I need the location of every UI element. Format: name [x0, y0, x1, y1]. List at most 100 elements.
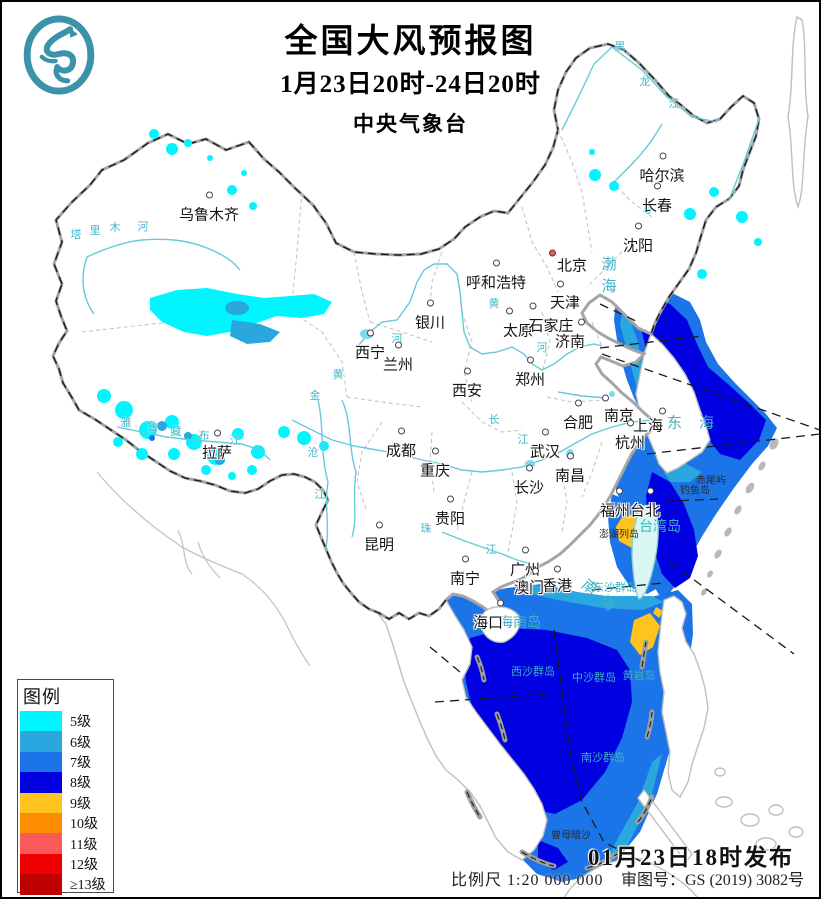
city-dot-icon — [602, 394, 610, 402]
nine-dash-line-cores — [466, 641, 653, 869]
city-dot-icon — [541, 428, 549, 436]
legend-row: 10级 — [18, 812, 113, 834]
city-name: 澳门 — [513, 580, 545, 597]
city-label: 哈尔滨 — [639, 152, 685, 186]
city-label: 成都 — [385, 427, 417, 461]
river-name-char: 布 — [198, 430, 210, 442]
city-dot-icon — [213, 429, 221, 437]
legend-row: 11级 — [18, 833, 113, 854]
city-dot-icon — [531, 567, 539, 575]
city-label: 拉萨 — [202, 429, 232, 463]
city-name: 杭州 — [614, 435, 646, 452]
city-name: 南京 — [603, 408, 635, 425]
river-name-char: 塔 — [70, 229, 82, 241]
legend-level-label: 11级 — [70, 837, 98, 853]
city-label: 北京 — [549, 249, 587, 276]
city-name: 太原 — [502, 323, 534, 340]
city-name: 香港 — [541, 578, 573, 595]
city-name: 西安 — [451, 383, 483, 400]
city-dot-icon — [556, 280, 564, 288]
city-name: 哈尔滨 — [639, 168, 685, 185]
sea-label: 东海 — [666, 415, 732, 432]
city-label: 重庆 — [420, 447, 450, 481]
city-name: 长沙 — [513, 480, 545, 497]
city-label: 贵阳 — [434, 495, 466, 529]
city-name: 合肥 — [562, 415, 594, 432]
city-dot-icon — [205, 191, 213, 199]
china-border-dash-southwest — [52, 283, 447, 620]
river-name-char: 江 — [485, 544, 497, 556]
river-name-char: 河 — [391, 333, 403, 345]
city-label: 呼和浩特 — [465, 259, 527, 293]
city-dot-icon — [397, 427, 405, 435]
city-name: 台北 — [629, 503, 661, 520]
legend-level-label: ≥13级 — [70, 878, 106, 894]
river-name-char: 里 — [89, 225, 101, 237]
city-dot-icon — [525, 464, 533, 472]
river-name-char: 江 — [668, 98, 680, 110]
city-label: 香港 — [541, 565, 573, 596]
city-label: 西安 — [451, 367, 483, 401]
legend-color-swatch — [20, 772, 62, 793]
city-dot-icon — [426, 299, 434, 307]
city-name: 兰州 — [382, 357, 414, 374]
city-dot-icon — [496, 599, 504, 607]
city-label: 济南 — [555, 318, 585, 352]
city-name: 银川 — [414, 315, 446, 332]
city-dot-icon — [394, 341, 402, 349]
island-label: 澎湖列岛 — [599, 529, 639, 541]
city-label: 西宁 — [354, 329, 386, 363]
river-name-char: 龙 — [639, 76, 651, 88]
city-label: 台北 — [629, 487, 661, 521]
forecast-period: 1月23日20时-24日20时 — [280, 71, 541, 98]
city-dot-icon — [461, 555, 469, 563]
city-dot-icon — [463, 367, 471, 375]
land-wind-level6-areas — [157, 301, 280, 465]
island-label: 西沙群岛 — [511, 666, 555, 678]
city-dot-icon — [577, 318, 585, 326]
city-dot-icon — [526, 356, 534, 364]
city-dot-icon — [615, 487, 623, 495]
city-dot-icon — [549, 249, 557, 257]
city-label: 郑州 — [514, 356, 546, 390]
legend-color-swatch — [20, 751, 62, 773]
legend-row: ≥13级 — [18, 874, 113, 895]
city-label: 上海 — [632, 407, 666, 436]
city-label: 石家庄 — [528, 302, 574, 336]
city-label: 长春 — [642, 182, 672, 216]
city-name: 呼和浩特 — [465, 275, 527, 292]
river-name-char: 黄 — [332, 369, 344, 381]
city-name: 上海 — [632, 418, 664, 435]
legend-row: 9级 — [18, 792, 113, 813]
river-name-char: 鲁 — [147, 421, 159, 433]
city-name: 贵阳 — [434, 511, 466, 528]
river-name-char: 沧 — [307, 447, 319, 459]
city-name: 成都 — [385, 443, 417, 460]
city-dot-icon — [375, 521, 383, 529]
legend-level-label: 6级 — [70, 735, 91, 751]
city-name: 海口 — [472, 615, 504, 632]
city-label: 福州 — [599, 487, 631, 521]
legend-color-swatch — [20, 812, 62, 834]
city-dot-icon — [528, 302, 536, 310]
agency-name: 中央气象台 — [353, 112, 468, 136]
island-label: 中沙群岛 — [572, 672, 616, 684]
city-dot-icon — [646, 487, 654, 495]
city-name: 郑州 — [514, 372, 546, 389]
river-name-char: 藏 — [170, 426, 182, 438]
legend-color-swatch — [20, 833, 62, 854]
city-label: 合肥 — [562, 399, 594, 433]
city-name: 西宁 — [354, 345, 386, 362]
island-label: 黄岩岛 — [622, 670, 656, 682]
river-name-char: 金 — [309, 390, 321, 402]
city-label: 乌鲁木齐 — [179, 191, 239, 225]
city-name: 福州 — [599, 503, 631, 520]
city-name: 石家庄 — [528, 318, 574, 335]
island-label: 台湾岛 — [639, 520, 681, 535]
map-review-number: 审图号：GS (2019) 3082号 — [621, 872, 805, 889]
river-name-char: 长 — [488, 414, 500, 426]
island-label: 海南岛 — [499, 616, 541, 631]
maritime-boundary-dashes — [429, 303, 819, 863]
